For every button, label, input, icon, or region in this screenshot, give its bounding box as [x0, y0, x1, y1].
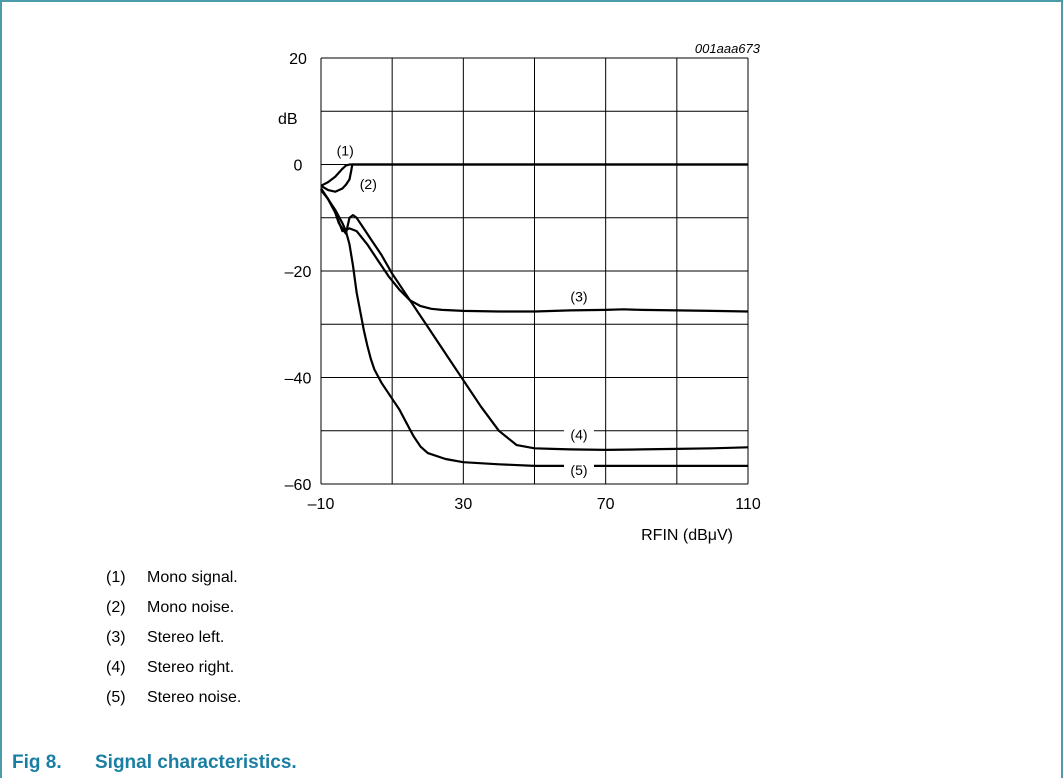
y-tick-label: –40: [285, 371, 312, 388]
chart-labels: –10 30 70 110 20 0 –20 –40 –60 (1) (2) (3) (4) (5): [285, 51, 761, 513]
legend-item-3: (3) Stereo left.: [106, 628, 241, 658]
legend-num: (2): [106, 599, 126, 616]
y-tick-label: –60: [285, 477, 312, 494]
legend-text: Stereo noise.: [147, 689, 242, 706]
legend-num: (4): [106, 659, 126, 676]
x-tick-label: 30: [454, 496, 472, 513]
legend-num: (3): [106, 629, 126, 646]
curve-annotation-1: (1): [337, 143, 354, 159]
legend-text: Mono signal.: [147, 569, 238, 586]
y-tick-label: –20: [285, 264, 312, 281]
figure-caption: Fig 8. Signal characteristics.: [12, 752, 297, 774]
caption-text: Signal characteristics.: [95, 752, 297, 773]
legend-item-2: (2) Mono noise.: [106, 598, 241, 628]
annotation-backdrop: [563, 461, 594, 480]
x-tick-label: 70: [597, 496, 615, 513]
y-axis-label: dB: [278, 111, 298, 128]
y-tick-label: 0: [294, 158, 303, 175]
series-line-4: [320, 187, 749, 451]
x-tick-label: –10: [308, 496, 335, 513]
curve-annotation-3: (3): [570, 289, 587, 305]
annotation-backdrop: [563, 425, 594, 444]
x-axis-label: RFIN (dBμV): [641, 527, 733, 544]
y-tick-label: 20: [289, 51, 307, 68]
figure-id-label: 001aaa673: [695, 41, 761, 56]
series-line-2: [320, 163, 748, 193]
legend-item-4: (4) Stereo right.: [106, 658, 241, 688]
legend-num: (5): [106, 689, 126, 706]
curve-annotation-4: (4): [570, 426, 587, 442]
legend-text: Mono noise.: [147, 599, 235, 616]
curve-annotation-5: (5): [570, 462, 587, 478]
caption-number: Fig 8.: [12, 752, 62, 773]
legend-num: (1): [106, 569, 126, 586]
legend: (1) Mono signal. (2) Mono noise. (3) Stereo…: [106, 568, 241, 718]
series-line-3: [320, 187, 749, 313]
legend-item-1: (1) Mono signal.: [106, 568, 241, 598]
legend-text: Stereo right.: [147, 659, 235, 676]
curve-annotation-2: (2): [360, 176, 377, 192]
x-tick-label: 110: [735, 496, 761, 513]
legend-text: Stereo left.: [147, 629, 225, 646]
legend-item-5: (5) Stereo noise.: [106, 688, 241, 718]
